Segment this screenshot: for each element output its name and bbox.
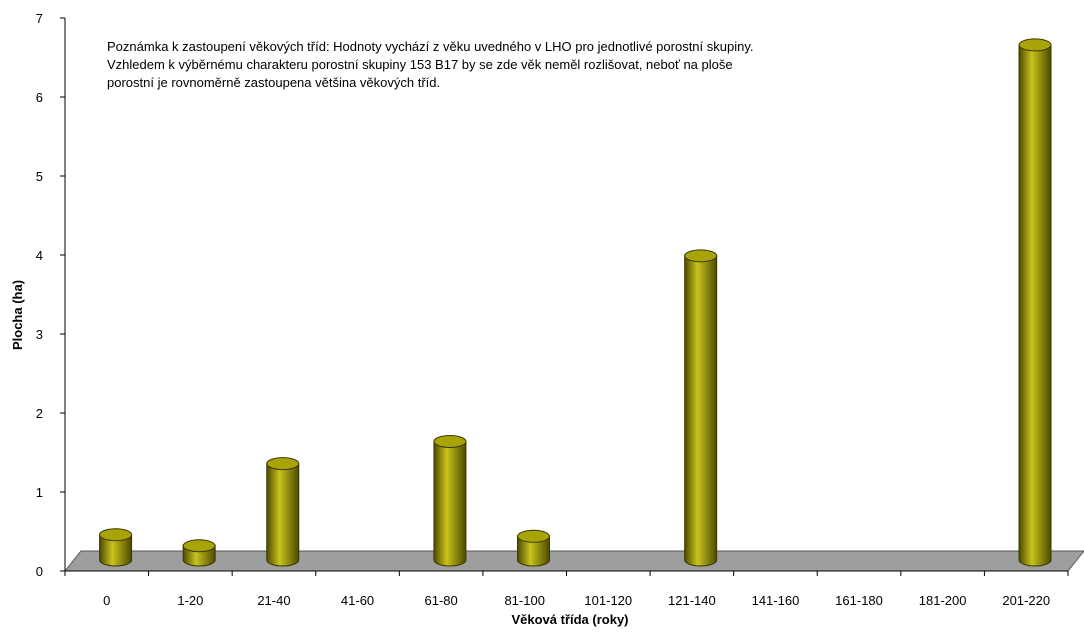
annotation-line: porostní je rovnoměrně zastoupena většin… xyxy=(107,75,440,90)
labels: 0 1 2 3 4 5 6 7 0 1-20 21-40 41-60 61-80 81-100 101-12… xyxy=(36,11,1050,608)
bar-body xyxy=(684,255,718,567)
x-tick-label: 181-200 xyxy=(919,593,967,608)
x-axis-title: Věková třída (roky) xyxy=(511,612,628,627)
bar-body xyxy=(266,463,300,567)
x-tick-label: 0 xyxy=(103,593,110,608)
bar-top xyxy=(433,435,467,448)
x-tick-label: 121-140 xyxy=(668,593,716,608)
annotation-line: Vzhledem k výběrnému charakteru porostní… xyxy=(107,57,733,72)
floor-plane xyxy=(63,550,1084,572)
bar-top xyxy=(182,539,216,553)
bars xyxy=(99,38,1052,567)
y-tick-label: 5 xyxy=(36,169,43,184)
bar-top xyxy=(517,529,551,543)
y-tick-label: 2 xyxy=(36,406,43,421)
y-tick-label: 0 xyxy=(36,564,43,579)
y-tick-label: 7 xyxy=(36,11,43,26)
x-tick-label: 101-120 xyxy=(584,593,632,608)
y-tick-label: 6 xyxy=(36,90,43,105)
bar-body xyxy=(433,441,467,567)
x-tick-label: 201-220 xyxy=(1002,593,1050,608)
x-tick-label: 81-100 xyxy=(504,593,544,608)
y-tick-label: 4 xyxy=(36,248,43,263)
x-tick-label: 161-180 xyxy=(835,593,883,608)
x-tick-label: 141-160 xyxy=(752,593,800,608)
bar-body xyxy=(99,534,133,567)
bar-body xyxy=(517,535,551,567)
bar-top xyxy=(99,528,133,542)
bar-top xyxy=(684,249,718,263)
y-axis-title: Plocha (ha) xyxy=(10,280,25,350)
y-tick-label: 3 xyxy=(36,327,43,342)
bar-top xyxy=(266,457,300,471)
x-tick-label: 1-20 xyxy=(177,593,203,608)
annotation-line: Poznámka k zastoupení věkových tříd: Hod… xyxy=(107,39,754,54)
x-tick-label: 41-60 xyxy=(341,593,374,608)
x-tick-label: 61-80 xyxy=(425,593,458,608)
chart-floor xyxy=(63,550,1084,572)
x-tick-label: 21-40 xyxy=(257,593,290,608)
bar-body xyxy=(1018,44,1052,567)
bar-top xyxy=(1018,38,1052,52)
axes xyxy=(60,17,1069,576)
y-tick-label: 1 xyxy=(36,485,43,500)
annotation-note: Poznámka k zastoupení věkových tříd: Hod… xyxy=(107,39,754,90)
